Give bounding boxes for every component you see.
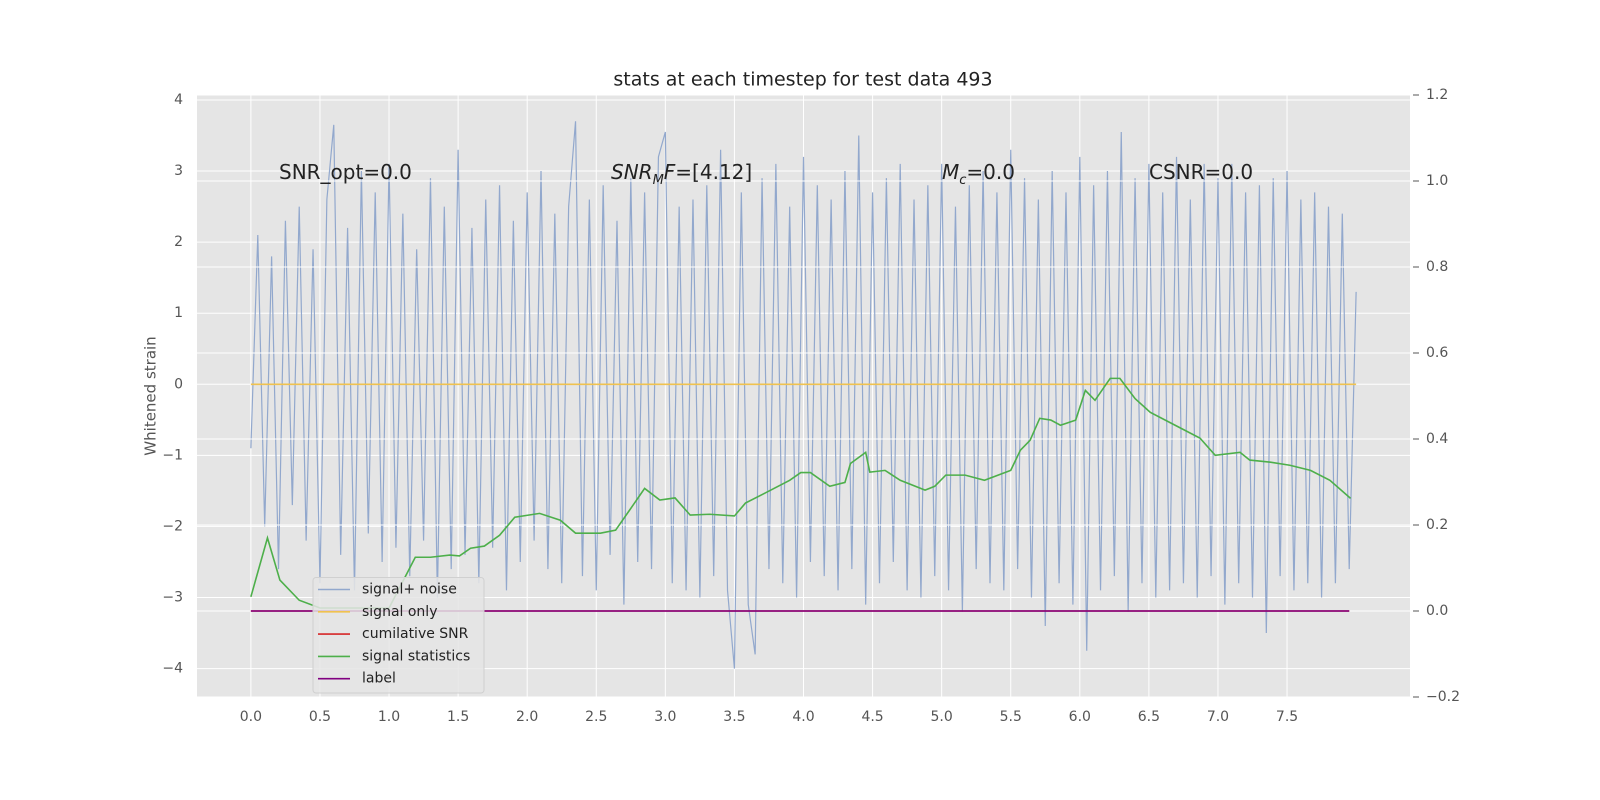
annotation: SNR_opt=0.0 <box>279 160 412 184</box>
y-tick-label: −3 <box>162 589 183 605</box>
y-tick-label: −4 <box>162 661 183 677</box>
annotation: SNRMF=[4.12] <box>611 160 752 189</box>
x-tick-label: 4.0 <box>792 709 814 725</box>
y-axis-label: Whitened strain <box>142 336 160 455</box>
legend-label: cumilative SNR <box>362 626 469 642</box>
annotation-part: F <box>664 160 676 184</box>
y2-tick-label: 0.4 <box>1426 431 1448 447</box>
annotation-part: SNR_opt=0.0 <box>279 160 412 184</box>
annotation-part: =[4.12] <box>675 160 752 184</box>
x-tick-label: 0.0 <box>240 709 262 725</box>
y-tick-label: 1 <box>174 305 183 321</box>
x-tick-label: 2.0 <box>516 709 538 725</box>
y-tick-label: 0 <box>174 376 183 392</box>
legend-label: signal+ noise <box>362 582 457 598</box>
annotation-part: SNR <box>611 160 653 184</box>
legend-box <box>312 577 485 694</box>
y-tick-label: 2 <box>174 234 183 250</box>
y2-tick-label: −0.2 <box>1426 689 1460 705</box>
x-tick-label: 1.0 <box>378 709 400 725</box>
x-tick-label: 0.5 <box>309 709 331 725</box>
y2-tick-label: 0.6 <box>1426 345 1448 361</box>
series-line <box>250 121 1357 669</box>
x-tick-label: 1.5 <box>447 709 469 725</box>
annotation-part: CSNR=0.0 <box>1149 160 1253 184</box>
annotation: CSNR=0.0 <box>1149 160 1253 184</box>
x-tick-label: 5.5 <box>1000 709 1022 725</box>
legend-label: signal statistics <box>362 648 470 664</box>
annotation-part: =0.0 <box>966 160 1015 184</box>
annotation: Mc=0.0 <box>942 160 1015 189</box>
annotation-part: c <box>959 173 966 188</box>
y-tick-label: −1 <box>162 447 183 463</box>
x-tick-label: 5.0 <box>931 709 953 725</box>
y2-tick-label: 1.2 <box>1426 87 1448 103</box>
y-tick-label: 3 <box>174 163 183 179</box>
y2-tick-label: 0.2 <box>1426 517 1448 533</box>
annotation-part: M <box>942 160 959 184</box>
x-tick-label: 7.0 <box>1207 709 1229 725</box>
y-tick-label: −2 <box>162 518 183 534</box>
legend-label: signal only <box>362 604 437 620</box>
legend-label: label <box>362 671 396 687</box>
y2-tick-label: 1.0 <box>1426 173 1448 189</box>
x-tick-label: 6.5 <box>1138 709 1160 725</box>
y2-tick-label: 0.8 <box>1426 259 1448 275</box>
y-tick-label: 4 <box>174 92 183 108</box>
series-line <box>250 377 1352 609</box>
chart-title: stats at each timestep for test data 493 <box>613 69 992 91</box>
y2-tick-label: 0.0 <box>1426 603 1448 619</box>
x-tick-label: 6.0 <box>1069 709 1091 725</box>
x-tick-label: 2.5 <box>585 709 607 725</box>
x-tick-label: 4.5 <box>861 709 883 725</box>
x-tick-label: 3.0 <box>654 709 676 725</box>
x-tick-label: 3.5 <box>723 709 745 725</box>
annotation-part: M <box>653 173 664 188</box>
x-tick-label: 7.5 <box>1276 709 1298 725</box>
